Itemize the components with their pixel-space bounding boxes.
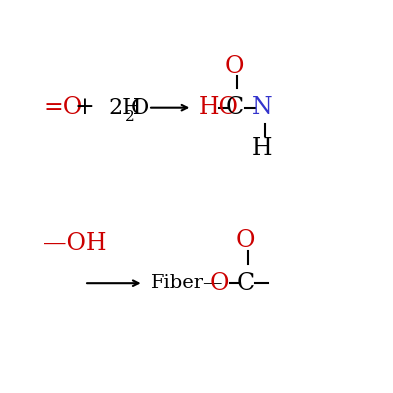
Text: 2: 2	[125, 110, 134, 124]
Text: N: N	[252, 96, 273, 119]
Text: —OH: —OH	[43, 232, 107, 255]
Text: O: O	[236, 230, 255, 252]
Text: =O: =O	[43, 96, 82, 119]
Text: O: O	[131, 97, 149, 119]
Text: C: C	[226, 96, 244, 119]
Text: HO: HO	[198, 96, 239, 119]
Text: O: O	[210, 272, 230, 295]
Text: O: O	[225, 55, 244, 78]
Text: H: H	[252, 137, 272, 160]
Text: 2H: 2H	[108, 97, 142, 119]
Text: +: +	[74, 96, 94, 119]
Text: Fiber—: Fiber—	[151, 274, 224, 292]
Text: C: C	[237, 272, 255, 295]
